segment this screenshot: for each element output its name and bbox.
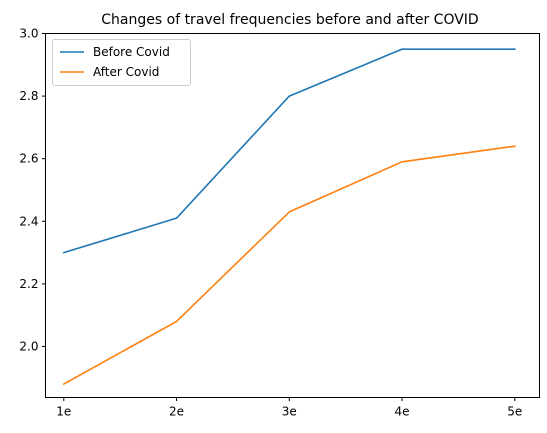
- x-tick-label: 4e: [395, 405, 410, 419]
- x-tick-label: 3e: [282, 405, 297, 419]
- x-tick-label: 2e: [169, 405, 184, 419]
- x-tick-label: 1e: [56, 405, 71, 419]
- y-tick-label: 2.4: [19, 214, 38, 228]
- legend: Before Covid After Covid: [52, 39, 191, 86]
- series-line-after-covid: [62, 145, 516, 386]
- y-tick-label: 2.8: [19, 89, 38, 103]
- legend-label: Before Covid: [93, 45, 170, 59]
- series-line-before-covid: [62, 48, 516, 254]
- y-tick-label: 2.6: [19, 152, 38, 166]
- series-layer: [62, 48, 516, 386]
- x-axis: 1e 2e 3e 4e 5e: [56, 397, 522, 419]
- legend-label: After Covid: [93, 65, 159, 79]
- y-tick-label: 2.0: [19, 339, 38, 353]
- x-tick-label: 5e: [507, 405, 522, 419]
- y-tick-label: 2.2: [19, 277, 38, 291]
- y-tick-label: 3.0: [19, 27, 38, 41]
- plot-frame: [45, 33, 540, 398]
- chart-title: Changes of travel frequencies before and…: [101, 12, 478, 28]
- y-axis: 2.0 2.2 2.4 2.6 2.8 3.0: [19, 27, 46, 353]
- legend-box: [52, 39, 191, 86]
